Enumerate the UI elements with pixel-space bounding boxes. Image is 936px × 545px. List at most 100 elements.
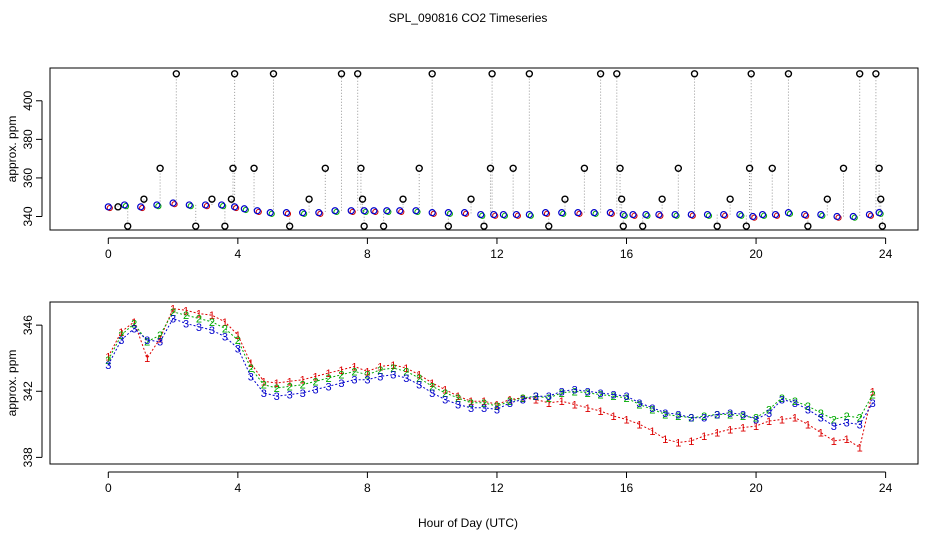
series-3-point: 3 xyxy=(183,318,189,330)
panel-bottom-y-axis: 338 342 346 xyxy=(21,315,43,467)
series-3-point: 3 xyxy=(623,391,629,403)
spike-point xyxy=(674,164,683,172)
baseline-point xyxy=(185,201,193,209)
series-3-point: 3 xyxy=(274,391,280,403)
series-1-point: 1 xyxy=(416,370,422,382)
spike-point xyxy=(156,164,164,172)
baseline-point xyxy=(201,201,210,209)
series-1-point: 1 xyxy=(598,406,604,418)
series-2-point: 2 xyxy=(870,390,876,402)
series-2-point: 2 xyxy=(831,414,837,426)
series-2-point: 2 xyxy=(248,363,254,375)
series-1-point: 1 xyxy=(274,378,280,390)
series-2-point: 2 xyxy=(701,411,707,423)
x-tick-label: 4 xyxy=(235,481,242,495)
panel-top-plot-frame xyxy=(49,67,919,231)
series-1-point: 1 xyxy=(844,434,850,446)
baseline-point xyxy=(525,210,533,219)
baseline-point xyxy=(801,210,809,219)
baseline-point xyxy=(629,210,637,219)
series-3-point: 3 xyxy=(105,360,111,372)
series-1-point: 1 xyxy=(481,396,487,408)
spike-point xyxy=(525,70,534,78)
series-1-point: 1 xyxy=(727,424,733,436)
series-1-point: 1 xyxy=(183,305,189,317)
series-2-point: 2 xyxy=(494,401,500,413)
spike-point xyxy=(658,195,666,203)
baseline-underlay-point xyxy=(608,210,615,217)
series-1-point: 1 xyxy=(779,414,785,426)
baseline-point xyxy=(240,205,248,213)
series-1-point: 1 xyxy=(675,438,681,450)
panel-top-y-label: approx. ppm xyxy=(5,116,19,183)
baseline-point xyxy=(218,201,226,209)
series-2-point: 2 xyxy=(649,404,655,416)
x-tick-label: 4 xyxy=(235,247,242,261)
spike-point xyxy=(877,195,885,203)
spike-point xyxy=(639,222,647,230)
baseline-point xyxy=(671,210,679,219)
baseline-underlay-point xyxy=(705,212,713,219)
spike-point xyxy=(285,222,294,230)
series-2-point: 2 xyxy=(351,366,357,378)
baseline-point xyxy=(266,209,274,217)
x-tick-label: 24 xyxy=(879,481,893,495)
spike-point xyxy=(337,70,346,78)
series-3-point: 3 xyxy=(364,375,370,387)
baseline-underlay-point xyxy=(255,208,262,216)
series-3-point: 3 xyxy=(235,343,241,355)
series-2-point: 2 xyxy=(118,330,124,342)
spike-point xyxy=(227,195,236,203)
spike-point xyxy=(415,164,423,172)
series-3-point: 3 xyxy=(325,381,331,393)
x-tick-label: 16 xyxy=(620,247,634,261)
baseline-point xyxy=(137,203,145,211)
series-1-point: 1 xyxy=(455,391,461,403)
spike-point xyxy=(509,164,517,172)
series-3-point: 3 xyxy=(675,409,681,421)
series-1-point: 1 xyxy=(857,442,863,454)
series-1-point: 1 xyxy=(805,419,811,431)
x-tick-label: 16 xyxy=(620,481,634,495)
series-1-point: 1 xyxy=(209,310,215,322)
series-3-line xyxy=(107,317,874,427)
baseline-underlay-point xyxy=(317,210,324,217)
series-3-point: 3 xyxy=(416,380,422,392)
spike-point xyxy=(617,195,626,203)
baseline-point xyxy=(574,209,582,217)
series-2-point: 2 xyxy=(170,307,176,319)
series-2-point: 2 xyxy=(779,393,785,405)
series-3-point: 3 xyxy=(688,413,694,425)
series-3-point: 3 xyxy=(261,388,267,400)
series-1-point: 1 xyxy=(714,428,720,440)
series-1-point: 1 xyxy=(818,428,824,440)
series-2-point: 2 xyxy=(157,330,163,342)
series-2-point: 2 xyxy=(222,323,228,335)
baseline-underlay-point xyxy=(446,210,453,217)
series-1-point: 1 xyxy=(157,333,163,345)
series-3-point: 3 xyxy=(818,413,824,425)
series-3-point: 3 xyxy=(403,373,409,385)
x-tick-label: 12 xyxy=(490,247,504,261)
spike-point xyxy=(486,164,495,172)
spike-point xyxy=(379,222,388,230)
series-1-point: 1 xyxy=(235,330,241,342)
series-3-point: 3 xyxy=(351,375,357,387)
baseline-underlay-point xyxy=(220,203,227,210)
series-3-point: 3 xyxy=(468,403,474,415)
y-tick-label: 400 xyxy=(21,90,35,110)
series-1-point: 1 xyxy=(688,436,694,448)
series-3-point: 3 xyxy=(377,371,383,383)
series-3-point: 3 xyxy=(209,325,215,337)
baseline-underlay-point xyxy=(479,212,486,219)
series-1-point: 1 xyxy=(740,423,746,435)
series-3-point: 3 xyxy=(610,390,616,402)
series-2-point: 2 xyxy=(766,404,772,416)
spike-point xyxy=(745,164,754,172)
series-3-point: 3 xyxy=(598,388,604,400)
series-3-point: 3 xyxy=(714,409,720,421)
series-3-point: 3 xyxy=(533,391,539,403)
series-1-point: 1 xyxy=(546,398,552,410)
spike-point xyxy=(229,164,237,172)
baseline-underlay-point xyxy=(722,212,729,219)
